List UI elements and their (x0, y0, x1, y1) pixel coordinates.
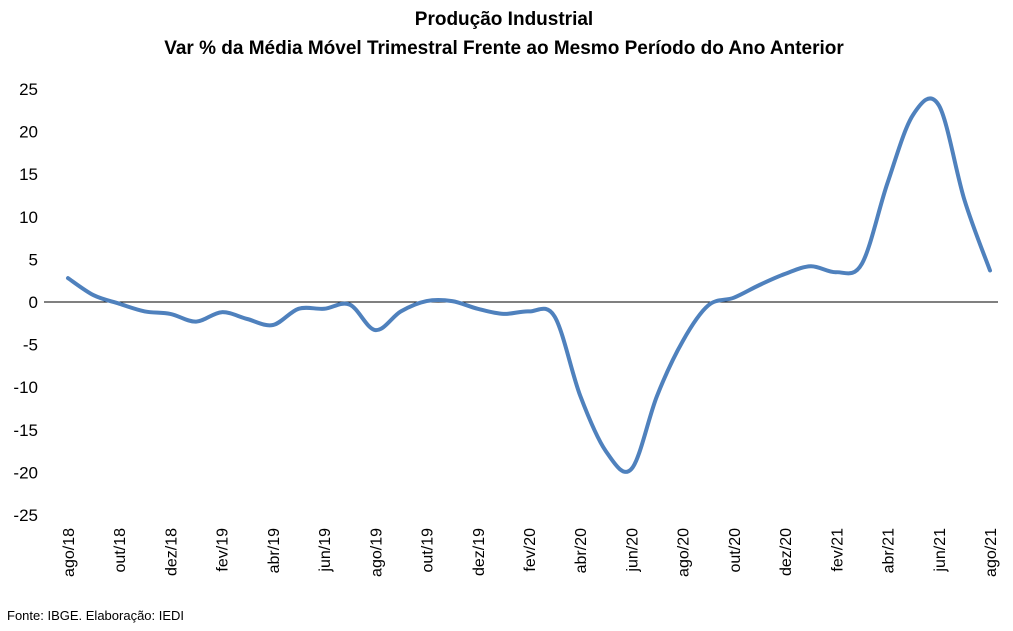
y-tick-label: 25 (19, 80, 38, 99)
x-tick-label: abr/21 (881, 528, 898, 573)
x-tick-label: out/19 (420, 528, 437, 573)
y-tick-label: -15 (13, 421, 38, 440)
x-tick-label: fev/20 (522, 528, 539, 572)
chart-subtitle: Var % da Média Móvel Trimestral Frente a… (164, 38, 844, 59)
y-tick-label: 20 (19, 123, 38, 142)
x-tick-label: fev/21 (829, 528, 846, 572)
y-tick-label: -20 (13, 463, 38, 482)
x-tick-label: out/18 (112, 528, 129, 573)
y-tick-label: -25 (13, 506, 38, 525)
x-tick-label: ago/18 (61, 528, 78, 577)
source-note: Fonte: IBGE. Elaboração: IEDI (7, 608, 185, 623)
chart-title: Produção Industrial (415, 9, 593, 30)
x-tick-label: dez/20 (778, 528, 795, 576)
series-line (66, 96, 992, 474)
x-tick-label: out/20 (727, 528, 744, 573)
x-tick-label: jun/19 (317, 528, 334, 573)
x-tick-label: abr/19 (266, 528, 283, 573)
y-tick-label: 5 (29, 250, 38, 269)
y-tick-label: -10 (13, 378, 38, 397)
x-tick-label: jun/20 (624, 528, 641, 573)
x-tick-label: dez/18 (163, 528, 180, 576)
x-tick-label: abr/20 (573, 528, 590, 573)
y-tick-label: -5 (23, 336, 38, 355)
y-tick-label: 15 (19, 165, 38, 184)
x-tick-label: dez/19 (471, 528, 488, 576)
y-axis-ticks: 25 20 15 10 5 0 -5 -10 -15 -20 -25 (13, 80, 38, 525)
x-tick-label: ago/19 (368, 528, 385, 577)
x-tick-label: fev/19 (215, 528, 232, 572)
x-axis-ticks: ago/18 out/18 dez/18 fev/19 abr/19 jun/19 ago/… (61, 528, 1000, 577)
x-tick-label: ago/21 (983, 528, 1000, 577)
y-tick-label: 0 (29, 293, 38, 312)
x-tick-label: jun/21 (932, 528, 949, 573)
x-tick-label: ago/20 (676, 528, 693, 577)
y-tick-label: 10 (19, 208, 38, 227)
